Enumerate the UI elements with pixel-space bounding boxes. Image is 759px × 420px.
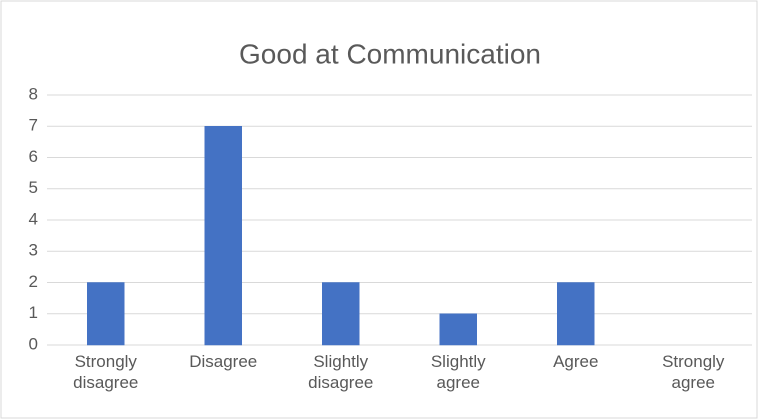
y-tick-label: 0: [29, 334, 38, 353]
y-tick-label: 3: [29, 241, 38, 260]
y-tick-label: 1: [29, 303, 38, 322]
x-tick-label: Agree: [553, 352, 599, 371]
y-tick-label: 8: [29, 84, 38, 103]
y-tick-label: 7: [29, 116, 38, 135]
x-tick-label: Slightly disagree: [308, 352, 374, 392]
bar: [204, 126, 242, 346]
x-tick-label: Slightly agree: [430, 352, 486, 392]
bar: [322, 282, 360, 346]
bar: [87, 282, 125, 346]
y-tick-label: 6: [29, 147, 38, 166]
y-tick-label: 5: [29, 178, 38, 197]
bar: [439, 313, 477, 346]
x-tick-label: Disagree: [189, 352, 258, 371]
chart-title: Good at Communication: [239, 38, 541, 69]
bar: [557, 282, 595, 346]
x-tick-label: Strongly disagree: [73, 352, 139, 392]
y-tick-label: 4: [29, 209, 38, 228]
x-tick-label: Strongly agree: [662, 352, 725, 392]
y-tick-label: 2: [29, 272, 38, 291]
